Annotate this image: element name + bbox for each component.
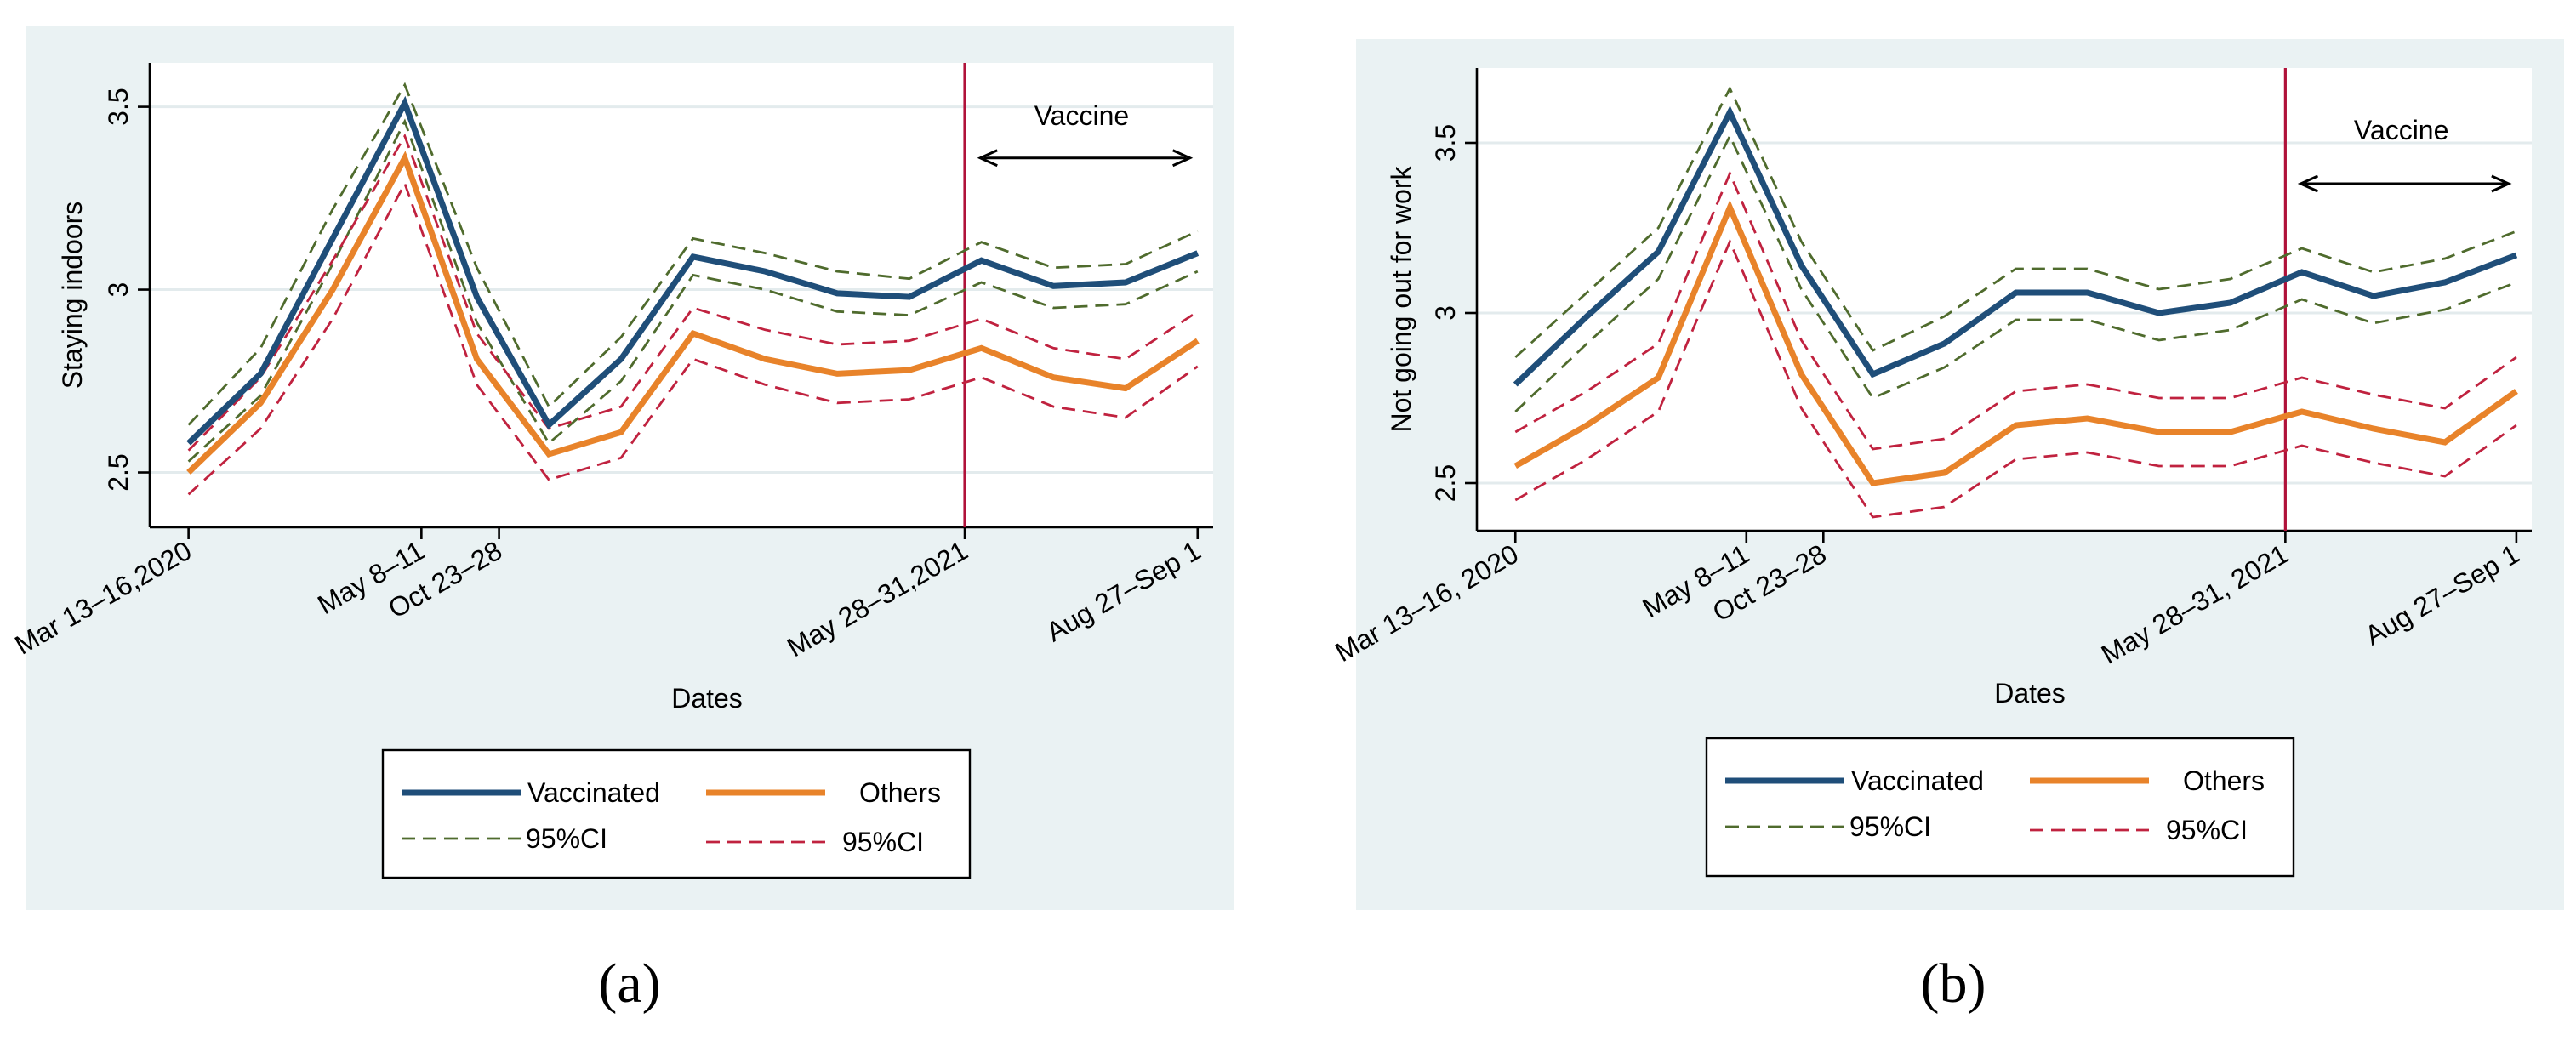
legend-label-b-vaccinated: Vaccinated <box>1851 765 1984 796</box>
series-a-vaccinated-ci-upper <box>187 82 1199 426</box>
vaccine-arrowhead-left-a <box>977 149 998 168</box>
x-axis-title-b: Dates <box>1994 678 2066 708</box>
vaccine-label-a: Vaccine <box>1034 100 1129 131</box>
vaccine-arrowhead-right-b <box>2491 174 2512 193</box>
caption-b: (b) <box>1921 953 1986 1015</box>
y-tick-label-b-1: 3 <box>1430 305 1461 321</box>
legend-box-b <box>1705 737 2295 878</box>
series-a-vaccinated-mean <box>186 95 1200 446</box>
y-axis-title-a: Staying indoors <box>57 202 88 390</box>
legend-box-a <box>381 748 972 879</box>
y-tick-label-b-2: 3.5 <box>1430 124 1461 162</box>
caption-a: (a) <box>598 953 660 1015</box>
series-b-vaccinated-ci-upper <box>1514 85 2517 359</box>
y-tick-label-a-2: 3.5 <box>103 88 134 125</box>
series-b-vaccinated-mean <box>1513 105 2518 387</box>
legend-label-a-others: Others <box>859 777 941 808</box>
legend-label-b-others: Others <box>2183 765 2265 796</box>
series-a-others-ci-lower <box>187 180 1199 496</box>
series-b-others-ci-lower <box>1514 238 2517 519</box>
legend-label-b-ci-vaccinated: 95%CI <box>1849 811 1931 842</box>
y-axis-title-b: Not going out for work <box>1386 165 1416 432</box>
series-b-others-ci-upper <box>1514 170 2517 451</box>
legend-label-a-ci-others: 95%CI <box>842 827 924 857</box>
vaccine-arrowhead-left-b <box>2297 174 2319 193</box>
series-a-others-mean <box>186 151 1200 475</box>
series-b-others-mean <box>1513 200 2518 486</box>
series-a-vaccinated-ci-lower <box>187 118 1199 463</box>
y-tick-label-a-0: 2.5 <box>103 453 134 491</box>
series-a-others-ci-upper <box>187 133 1199 452</box>
legend-label-a-ci-vaccinated: 95%CI <box>526 823 607 854</box>
vaccine-label-b: Vaccine <box>2354 115 2448 145</box>
x-axis-title-a: Dates <box>671 683 743 714</box>
legend-label-b-ci-others: 95%CI <box>2166 815 2248 845</box>
series-b-vaccinated-ci-lower <box>1514 133 2517 413</box>
plot-area-a <box>150 63 1213 527</box>
y-tick-label-a-1: 3 <box>103 282 134 298</box>
vaccine-arrowhead-right-a <box>1172 149 1194 168</box>
legend-label-a-vaccinated: Vaccinated <box>527 777 660 808</box>
y-tick-label-b-0: 2.5 <box>1430 464 1461 502</box>
